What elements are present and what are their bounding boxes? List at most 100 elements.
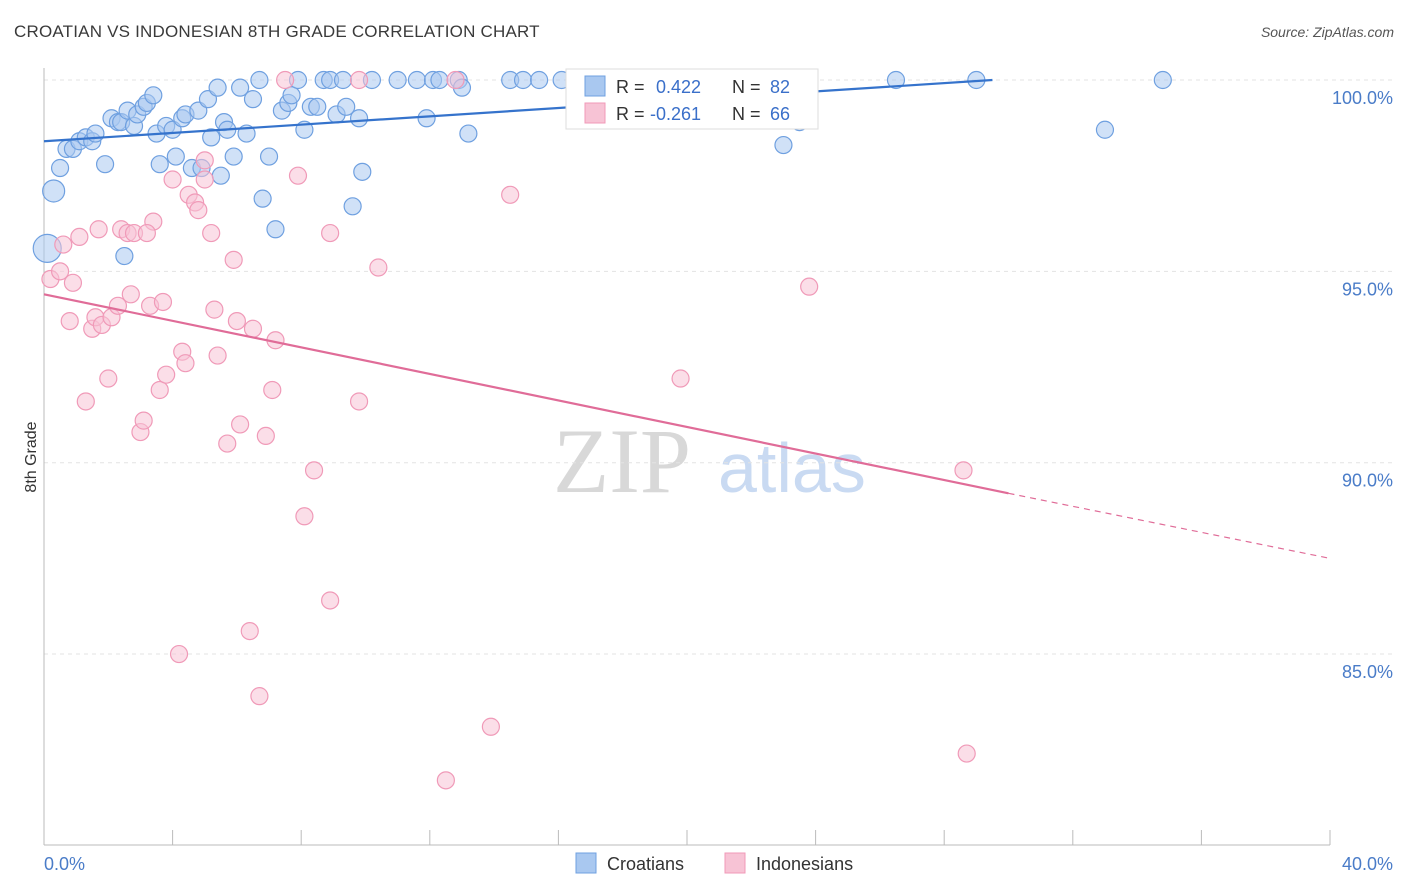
- croatian-point-69: [513, 70, 533, 90]
- indonesian-point-62: [957, 744, 976, 763]
- indonesian-point-36: [218, 434, 237, 453]
- indonesian-point-44: [263, 380, 282, 400]
- croatian-point-78: [886, 70, 906, 90]
- croatian-point-67: [459, 124, 478, 143]
- croatian-point-46: [282, 86, 301, 105]
- croatian-point-62: [417, 109, 436, 128]
- croatian-point-13: [115, 246, 134, 266]
- indonesian-point-50: [321, 223, 340, 243]
- x-tick-label-right: 40.0%: [1342, 854, 1393, 874]
- y-tick-label-0: 100.0%: [1332, 88, 1393, 108]
- croatian-point-24: [166, 147, 185, 166]
- croatian-point-40: [250, 70, 269, 90]
- croatian-point-8: [86, 124, 105, 143]
- croatian-point-19: [144, 86, 163, 105]
- stats-swatch-indonesians: [584, 102, 606, 124]
- stats-n-value-croatians: 82: [770, 77, 790, 97]
- indonesian-point-48: [295, 507, 314, 526]
- indonesian-point-41: [243, 319, 263, 338]
- croatians-trend-line: [43, 78, 993, 143]
- indonesian-point-19: [134, 411, 153, 430]
- indonesian-point-32: [195, 151, 214, 170]
- indonesian-point-9: [89, 220, 108, 239]
- croatian-point-39: [243, 90, 263, 109]
- indonesian-point-4: [63, 273, 83, 292]
- croatian-point-81: [1153, 70, 1172, 90]
- legend-swatch-croatians: [575, 852, 597, 874]
- indonesian-point-38: [227, 312, 246, 331]
- croatian-point-1: [42, 179, 66, 203]
- watermark-zip: ZIP: [553, 410, 691, 512]
- indonesian-point-64: [195, 170, 214, 189]
- indonesian-point-5: [70, 227, 89, 247]
- watermark-atlas: atlas: [718, 429, 866, 507]
- croatian-point-64: [430, 70, 449, 90]
- stats-n-label-croatians: N =: [732, 77, 761, 97]
- indonesian-point-23: [153, 292, 173, 312]
- y-tick-label-1: 95.0%: [1342, 279, 1393, 299]
- indonesian-point-26: [169, 644, 189, 664]
- croatian-point-80: [1095, 120, 1115, 139]
- croatian-point-55: [337, 97, 356, 116]
- croatian-point-36: [224, 147, 243, 166]
- y-tick-labels: 100.0% 95.0% 90.0% 85.0%: [1332, 88, 1393, 682]
- indonesian-point-39: [231, 415, 250, 434]
- indonesian-point-52: [349, 70, 369, 90]
- y-axis-label: 8th Grade: [23, 421, 40, 492]
- indonesian-point-42: [250, 687, 269, 706]
- indonesian-point-56: [446, 70, 465, 90]
- chart-title: CROATIAN VS INDONESIAN 8TH GRADE CORRELA…: [14, 22, 540, 41]
- croatian-point-54: [333, 70, 353, 90]
- stats-n-value-indonesians: 66: [770, 104, 790, 124]
- croatian-point-70: [530, 70, 549, 90]
- indonesian-point-46: [276, 70, 295, 90]
- indonesian-point-49: [304, 461, 324, 480]
- stats-r-value-indonesians: -0.261: [650, 104, 701, 124]
- croatian-point-61: [407, 70, 427, 90]
- croatian-point-32: [208, 78, 227, 97]
- indonesian-point-54: [369, 258, 388, 277]
- croatian-point-60: [388, 70, 407, 90]
- y-tick-label-2: 90.0%: [1342, 471, 1393, 491]
- stats-box-frame: [565, 68, 819, 130]
- indonesian-point-51: [321, 591, 340, 610]
- indonesians-points: [41, 70, 976, 790]
- croatian-point-9: [95, 155, 115, 174]
- indonesians-trend-extension: [1008, 492, 1331, 559]
- legend: Croatians Indonesians: [575, 852, 853, 874]
- croatian-point-58: [353, 162, 372, 181]
- stats-n-label-indonesians: N =: [732, 104, 761, 124]
- x-ticks: [43, 830, 1331, 845]
- chart-source: Source: ZipAtlas.com: [1260, 24, 1394, 40]
- indonesian-point-53: [349, 392, 369, 411]
- indonesians-trend-line: [43, 293, 1009, 495]
- indonesian-point-3: [60, 312, 79, 331]
- stats-r-label-indonesians: R =: [616, 104, 645, 124]
- indonesian-point-65: [137, 223, 156, 243]
- indonesian-point-6: [76, 392, 95, 411]
- indonesian-point-25: [163, 170, 182, 189]
- indonesian-point-60: [671, 369, 690, 388]
- stats-swatch-croatians: [584, 75, 606, 97]
- croatian-point-50: [308, 97, 327, 116]
- indonesian-point-43: [256, 426, 275, 446]
- croatian-point-33: [211, 166, 230, 185]
- croatian-point-2: [50, 158, 70, 178]
- croatian-point-57: [349, 109, 369, 128]
- indonesian-point-57: [481, 717, 500, 736]
- stats-box: R = 0.422 N = 82 R = -0.261 N = 66: [565, 68, 819, 130]
- croatian-point-37: [231, 78, 250, 97]
- indonesian-point-34: [205, 300, 224, 319]
- stats-r-label-croatians: R =: [616, 77, 645, 97]
- indonesian-point-63: [954, 461, 973, 480]
- indonesian-point-24: [157, 365, 176, 384]
- croatian-point-56: [343, 197, 362, 216]
- indonesian-point-11: [99, 369, 118, 388]
- croatian-point-43: [266, 220, 285, 239]
- indonesian-point-37: [224, 250, 243, 269]
- indonesian-point-31: [189, 201, 208, 220]
- indonesian-point-40: [240, 621, 259, 641]
- indonesian-point-28: [176, 354, 195, 373]
- legend-label-croatians: Croatians: [607, 854, 684, 874]
- indonesian-point-33: [202, 223, 221, 243]
